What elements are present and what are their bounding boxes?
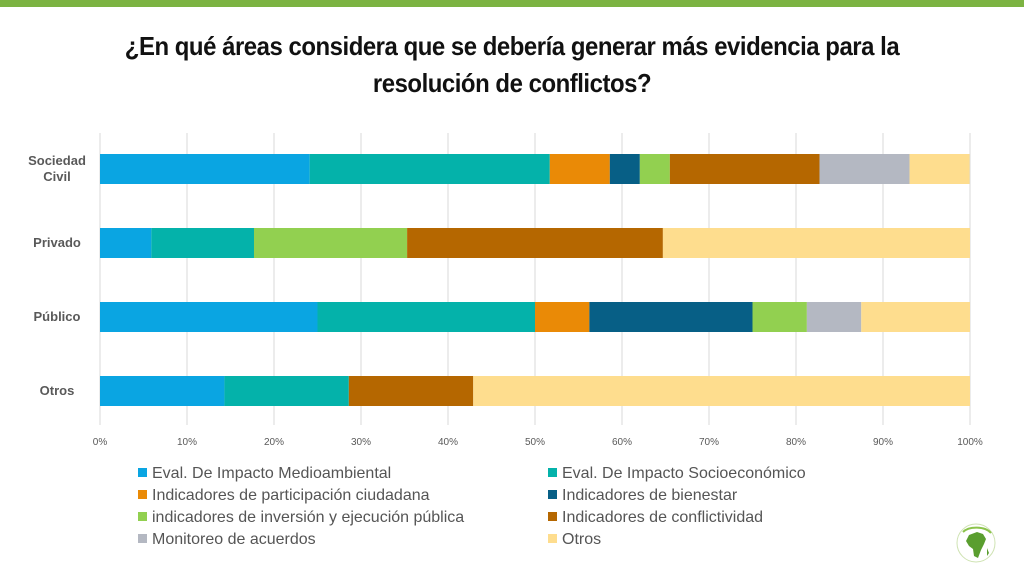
y-category-label: Privado — [33, 235, 81, 250]
x-tick-label: 70% — [699, 437, 719, 448]
legend-label: Eval. De Impacto Socioeconómico — [562, 465, 806, 482]
bar-segment — [309, 154, 550, 184]
bar-segment — [348, 376, 474, 406]
top-accent-bar — [0, 0, 1024, 7]
legend-item: Indicadores de participación ciudadana — [138, 486, 430, 506]
bar-segment — [535, 302, 590, 332]
bar-segment — [224, 376, 349, 406]
bar-segment — [669, 154, 820, 184]
y-category-label: Otros — [40, 383, 75, 398]
legend-label: Indicadores de conflictividad — [562, 509, 764, 526]
bar-segment — [317, 302, 535, 332]
bar-segment — [589, 302, 753, 332]
bar-segment — [639, 154, 670, 184]
legend-item: Monitoreo de acuerdos — [138, 530, 316, 550]
stacked-bar-chart: 0% 10% 20% 30% 40% 50% 60% 70% 80% 90% 100% Socieda… — [28, 133, 983, 448]
bar-segment — [473, 376, 970, 406]
legend-item: Otros — [548, 530, 601, 550]
legend-swatch — [138, 490, 147, 499]
legend-item: Indicadores de bienestar — [548, 486, 737, 506]
bar-segment — [151, 228, 254, 258]
legend-swatch — [548, 490, 557, 499]
bar-segment — [549, 154, 610, 184]
bar-segment — [909, 154, 970, 184]
x-tick-label: 90% — [873, 437, 893, 448]
bar-segment — [819, 154, 910, 184]
legend-item: Eval. De Impacto Socioeconómico — [548, 464, 806, 484]
x-tick-label: 50% — [525, 437, 545, 448]
y-category-label: Sociedad Civil — [28, 153, 86, 184]
legend-label: Indicadores de participación ciudadana — [152, 487, 430, 504]
x-tick-label: 20% — [264, 437, 284, 448]
legend-item: Eval. De Impacto Medioambiental — [138, 464, 391, 484]
legend-label: Indicadores de bienestar — [562, 487, 738, 504]
legend-swatch — [138, 512, 147, 521]
y-category-label-line: Otros — [40, 383, 75, 398]
legend-swatch — [548, 468, 557, 477]
legend-label: Eval. De Impacto Medioambiental — [152, 465, 392, 482]
legend-swatch — [138, 534, 147, 543]
x-tick-label: 80% — [786, 437, 806, 448]
globe-africa-icon — [956, 523, 996, 563]
x-tick-label: 10% — [177, 437, 197, 448]
bar-segment — [100, 302, 318, 332]
y-category-label-line: Civil — [43, 169, 70, 184]
y-category-label: Público — [34, 309, 81, 324]
x-tick-label: 40% — [438, 437, 458, 448]
bar-segment — [806, 302, 862, 332]
bar-segment — [100, 376, 225, 406]
bar-segment — [407, 228, 663, 258]
legend-swatch — [548, 534, 557, 543]
bar-segment — [100, 228, 152, 258]
chart-title: ¿En qué áreas considera que se debería g… — [124, 31, 900, 98]
bar-segment — [662, 228, 970, 258]
y-category-label-line: Sociedad — [28, 153, 86, 168]
x-tick-label: 30% — [351, 437, 371, 448]
x-tick-label: 60% — [612, 437, 632, 448]
legend-swatch — [138, 468, 147, 477]
bar-segment — [100, 154, 310, 184]
legend-item: Indicadores de conflictividad — [548, 508, 763, 528]
legend-label: indicadores de inversión y ejecución púb… — [152, 509, 465, 526]
bar-segment — [253, 228, 408, 258]
legend-swatch — [548, 512, 557, 521]
legend-item: indicadores de inversión y ejecución púb… — [138, 508, 464, 528]
y-category-label-line: Público — [34, 309, 81, 324]
bar-segment — [861, 302, 970, 332]
legend-label: Otros — [562, 531, 602, 548]
x-tick-label: 100% — [957, 437, 983, 448]
legend-label: Monitoreo de acuerdos — [152, 531, 316, 548]
bar-segment — [609, 154, 640, 184]
y-category-label-line: Privado — [33, 235, 81, 250]
bar-segment — [752, 302, 807, 332]
x-tick-label: 0% — [93, 437, 108, 448]
